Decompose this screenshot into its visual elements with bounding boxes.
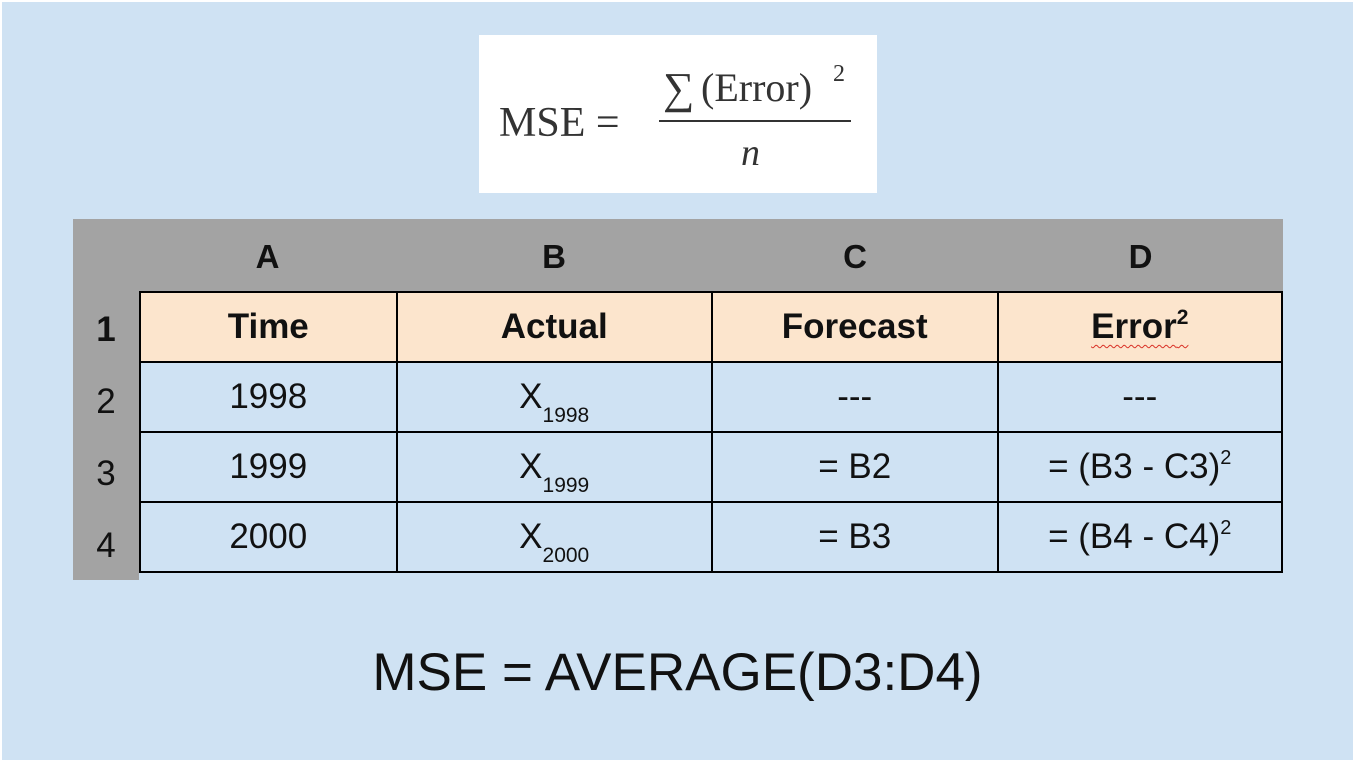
average-formula: MSE = AVERAGE(D3:D4)	[372, 643, 983, 702]
cell-d2[interactable]: ---	[996, 361, 1283, 433]
forecast-value: = B3	[818, 517, 892, 556]
formula-denominator: n	[741, 132, 760, 174]
formula-lhs: MSE =	[499, 100, 620, 146]
error-exponent: 2	[1220, 517, 1232, 539]
cell-c3[interactable]: = B2	[710, 431, 999, 503]
cell-d1[interactable]: Error2	[996, 291, 1283, 363]
time-value: 1999	[229, 447, 308, 486]
time-value: 1998	[229, 377, 308, 416]
column-header-b[interactable]: B	[542, 238, 566, 275]
cell-b2[interactable]: X1998	[395, 361, 713, 433]
actual-subscript: 2000	[542, 544, 590, 567]
actual-base: X	[519, 517, 543, 556]
actual-subscript: 1999	[542, 474, 590, 497]
actual-subscript: 1998	[542, 404, 590, 427]
row-header-1[interactable]: 1	[96, 310, 116, 349]
row-header-3[interactable]: 3	[96, 454, 116, 493]
header-forecast: Forecast	[781, 307, 928, 346]
actual-base: X	[519, 377, 543, 416]
error-exponent: 2	[1220, 447, 1232, 469]
header-row: Time Actual Forecast Error2	[139, 291, 1283, 363]
cell-a4[interactable]: 2000	[139, 501, 398, 573]
cell-d3[interactable]: = (B3 - C3)2	[996, 431, 1283, 503]
column-header-a[interactable]: A	[255, 238, 280, 275]
error-value: ---	[1122, 377, 1158, 416]
header-time: Time	[227, 307, 309, 346]
time-value: 2000	[229, 517, 308, 556]
cell-c2[interactable]: ---	[710, 361, 999, 433]
cell-d4[interactable]: = (B4 - C4)2	[996, 501, 1283, 573]
cell-a1[interactable]: Time	[139, 291, 398, 363]
row-header-bar	[73, 219, 139, 580]
error-value: = (B3 - C3)	[1048, 447, 1221, 486]
formula-exponent: 2	[833, 61, 845, 87]
table-row: 2000 X2000 = B3 = (B4 - C4)2	[139, 501, 1283, 573]
cell-b4[interactable]: X2000	[395, 501, 713, 573]
cell-b1[interactable]: Actual	[395, 291, 713, 363]
column-header-bar	[73, 219, 1283, 291]
spreadsheet: A B C D 1 2 3 4 Time Actual Forecast Err…	[73, 219, 1283, 580]
header-error-exponent: 2	[1176, 306, 1189, 329]
error-value: = (B4 - C4)	[1048, 517, 1221, 556]
header-error: Error2	[1091, 306, 1189, 346]
row-header-4[interactable]: 4	[96, 526, 116, 565]
column-header-d[interactable]: D	[1128, 238, 1153, 275]
forecast-value: ---	[837, 377, 873, 416]
column-header-c[interactable]: C	[843, 238, 867, 275]
header-actual: Actual	[500, 307, 608, 346]
actual-base: X	[519, 447, 543, 486]
cell-c4[interactable]: = B3	[710, 501, 999, 573]
table-row: 1999 X1999 = B2 = (B3 - C3)2	[139, 431, 1283, 503]
formula-sigma: ∑	[663, 64, 694, 113]
cell-b3[interactable]: X1999	[395, 431, 713, 503]
spreadsheet-grid: Time Actual Forecast Error2 1998 X1998 -…	[139, 291, 1283, 573]
cell-a3[interactable]: 1999	[139, 431, 398, 503]
table-row: 1998 X1998 --- ---	[139, 361, 1283, 433]
mse-formula-svg: MSE = ∑ (Error) 2 n	[499, 61, 851, 174]
cell-c1[interactable]: Forecast	[710, 291, 999, 363]
cell-a2[interactable]: 1998	[139, 361, 398, 433]
mse-formula-image: MSE = ∑ (Error) 2 n	[479, 35, 877, 193]
header-error-base: Error	[1091, 307, 1177, 346]
forecast-value: = B2	[818, 447, 892, 486]
formula-numerator: (Error)	[701, 65, 812, 110]
row-header-2[interactable]: 2	[96, 382, 116, 421]
